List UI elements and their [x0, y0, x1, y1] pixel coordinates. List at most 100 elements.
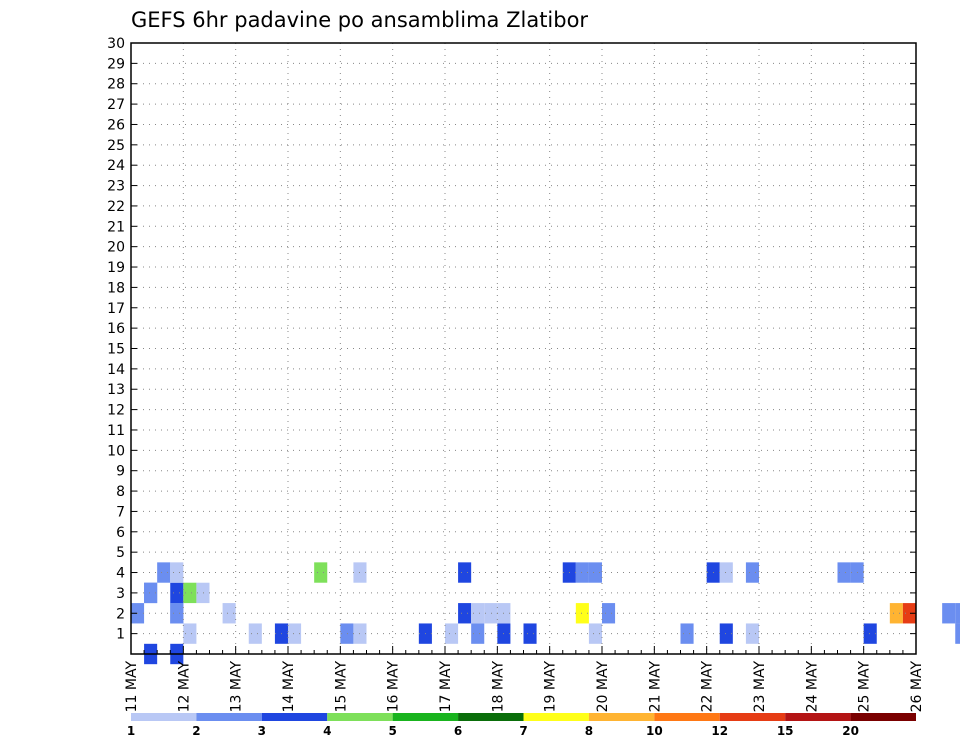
- heatmap-cell: [680, 623, 694, 644]
- x-axis-ticks: 11 MAY 12 MAY 13 MAY 14 MAY 15 MAY 16 MAY 17 M…: [124, 646, 925, 712]
- y-tick-label: 14: [107, 362, 125, 378]
- heatmap-cell: [157, 562, 171, 583]
- y-tick-label: 9: [116, 464, 125, 480]
- legend-label: 15: [777, 724, 794, 738]
- legend-label: 5: [388, 724, 396, 738]
- heatmap-cell: [471, 603, 485, 624]
- legend-swatch: [719, 713, 786, 721]
- heatmap-cell: [602, 603, 616, 624]
- x-tick-label: 19 MAY: [543, 661, 559, 713]
- legend-label: 4: [323, 724, 331, 738]
- legend-label: 2: [192, 724, 200, 738]
- grid-lines: [131, 42, 916, 654]
- legend-swatch: [131, 713, 197, 721]
- x-tick-label: 22 MAY: [700, 661, 716, 713]
- y-tick-label: 26: [107, 117, 125, 133]
- y-tick-label: 23: [107, 179, 125, 195]
- legend-swatch: [850, 713, 916, 721]
- legend-swatch: [785, 713, 851, 721]
- heatmap-cell: [745, 562, 759, 583]
- y-tick-label: 18: [107, 280, 125, 296]
- heatmap-cell: [484, 603, 498, 624]
- heatmap-cell: [719, 623, 733, 644]
- y-tick-label: 13: [107, 382, 125, 398]
- heatmap-cell: [170, 562, 184, 583]
- heatmap-cell: [588, 562, 602, 583]
- y-tick-label: 29: [107, 56, 125, 72]
- y-tick-label: 22: [107, 199, 125, 215]
- y-tick-label: 19: [107, 260, 125, 276]
- heatmap-cell: [248, 623, 262, 644]
- heatmap-cell: [889, 603, 903, 624]
- heatmap-cell: [340, 623, 354, 644]
- legend-label: 20: [842, 724, 859, 738]
- y-tick-label: 12: [107, 403, 125, 419]
- y-tick-label: 5: [116, 545, 125, 561]
- y-tick-label: 6: [116, 525, 125, 541]
- heatmap-cell: [588, 623, 602, 644]
- legend-swatch: [196, 713, 262, 721]
- y-tick-label: 15: [107, 342, 125, 358]
- x-tick-label: 17 MAY: [438, 661, 454, 713]
- y-tick-label: 27: [107, 97, 125, 113]
- legend-label: 8: [585, 724, 593, 738]
- x-tick-label: 18 MAY: [490, 661, 506, 713]
- legend-label: 6: [454, 724, 462, 738]
- y-tick-label: 8: [116, 484, 125, 500]
- x-tick-label: 24 MAY: [804, 661, 820, 713]
- legend-swatch: [327, 713, 393, 721]
- y-tick-label: 16: [107, 321, 125, 337]
- y-tick-label: 17: [107, 301, 125, 317]
- y-tick-label: 30: [107, 36, 125, 52]
- heatmap-cell: [196, 582, 210, 604]
- legend-label: 12: [711, 724, 728, 738]
- x-tick-label: 15 MAY: [333, 661, 349, 713]
- heatmap-cell: [471, 623, 485, 644]
- y-axis-ticks: 1234567891011121314151617181920212223242…: [107, 36, 916, 643]
- legend-label: 3: [258, 724, 266, 738]
- y-tick-label: 28: [107, 77, 125, 93]
- legend-swatch: [588, 713, 655, 721]
- heatmap-cell: [902, 603, 916, 624]
- y-tick-label: 11: [107, 423, 125, 439]
- y-tick-label: 4: [116, 566, 125, 582]
- heatmap-cell: [942, 603, 956, 624]
- legend-swatch: [654, 713, 720, 721]
- x-tick-label: 25 MAY: [857, 661, 873, 713]
- y-tick-label: 1: [116, 627, 125, 643]
- heatmap-cell: [314, 562, 328, 583]
- chart-title: GEFS 6hr padavine po ansamblima Zlatibor: [131, 8, 588, 32]
- heatmap-cell: [170, 582, 184, 604]
- heatmap-cell: [523, 623, 537, 644]
- x-tick-label: 12 MAY: [176, 661, 192, 713]
- y-tick-label: 25: [107, 138, 125, 154]
- y-tick-label: 3: [116, 586, 125, 602]
- x-tick-label: 11 MAY: [124, 661, 140, 713]
- heatmap-cell: [575, 562, 589, 583]
- heatmap-cell: [222, 603, 236, 624]
- heatmap-cell: [745, 623, 759, 644]
- heatmap-cell: [955, 623, 960, 644]
- heatmap-cell: [183, 623, 197, 644]
- x-tick-label: 13 MAY: [229, 661, 245, 713]
- heatmap-cell: [445, 623, 459, 644]
- legend-swatch: [392, 713, 459, 721]
- heatmap-cell: [719, 562, 733, 583]
- legend-label: 7: [519, 724, 527, 738]
- y-tick-label: 2: [116, 606, 125, 622]
- legend-swatch: [523, 713, 589, 721]
- legend-label: 10: [646, 724, 663, 738]
- heatmap-cell: [458, 562, 472, 583]
- y-tick-label: 20: [107, 240, 125, 256]
- heatmap-cell: [183, 582, 197, 604]
- heatmap-cell: [144, 582, 158, 604]
- y-tick-label: 10: [107, 443, 125, 459]
- x-tick-label: 20 MAY: [595, 661, 611, 713]
- x-tick-label: 14 MAY: [281, 661, 297, 713]
- heatmap-cell: [863, 623, 877, 644]
- legend-swatch: [458, 713, 524, 721]
- heatmap-cell: [837, 562, 851, 583]
- legend-label: 1: [127, 724, 135, 738]
- y-tick-label: 21: [107, 219, 125, 235]
